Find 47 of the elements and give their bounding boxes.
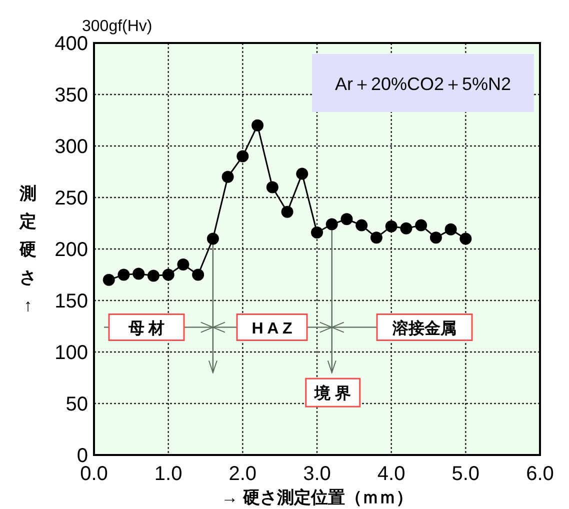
point bbox=[206, 232, 219, 245]
point bbox=[177, 258, 190, 270]
point bbox=[147, 270, 160, 282]
x-tick-label: 5.0 bbox=[452, 463, 480, 485]
point bbox=[281, 206, 294, 218]
point bbox=[296, 168, 308, 180]
point bbox=[236, 150, 249, 162]
point bbox=[252, 119, 264, 132]
point bbox=[222, 170, 234, 183]
annotation: H A Z bbox=[252, 320, 293, 338]
point bbox=[192, 268, 204, 281]
point bbox=[162, 268, 174, 281]
point bbox=[400, 222, 412, 234]
annotation: Ar＋20%CO2＋5%N2 bbox=[334, 74, 512, 94]
y-tick-label: 50 bbox=[66, 394, 88, 416]
y-tick-label: 350 bbox=[54, 84, 88, 106]
x-tick-label: 1.0 bbox=[154, 463, 182, 485]
x-tick-label: 3.0 bbox=[303, 463, 331, 485]
y-tick-label: 250 bbox=[54, 188, 88, 210]
point bbox=[102, 274, 115, 286]
y-tick-label: 150 bbox=[54, 290, 88, 312]
annotation: 溶接金属 bbox=[392, 318, 456, 338]
y-tick-label: 100 bbox=[54, 342, 88, 364]
y-tick-label: 400 bbox=[54, 33, 88, 55]
point bbox=[430, 232, 442, 244]
y-axis-title: 測定硬さ↑ bbox=[18, 184, 36, 315]
annotation: 母 材 bbox=[127, 319, 165, 338]
point bbox=[340, 213, 353, 226]
point bbox=[415, 219, 428, 232]
point bbox=[311, 226, 323, 239]
point bbox=[356, 219, 368, 232]
point bbox=[266, 181, 278, 194]
y-tick-label: 200 bbox=[54, 239, 88, 261]
x-tick-label: 4.0 bbox=[377, 463, 406, 485]
point bbox=[118, 268, 130, 281]
text: 300gf(Hv) bbox=[82, 18, 152, 35]
x-axis-title: → 硬さ測定位置（ｍｍ） bbox=[221, 488, 413, 507]
point bbox=[132, 268, 145, 280]
x-tick-label: 6.0 bbox=[526, 463, 554, 485]
y-tick-label: 300 bbox=[54, 136, 88, 158]
point bbox=[460, 232, 472, 245]
x-tick-label: 2.0 bbox=[228, 463, 257, 485]
point bbox=[370, 232, 382, 244]
point bbox=[444, 223, 457, 236]
point bbox=[326, 218, 338, 230]
ref-line-label: 境 界 bbox=[314, 384, 352, 403]
point bbox=[385, 220, 398, 232]
